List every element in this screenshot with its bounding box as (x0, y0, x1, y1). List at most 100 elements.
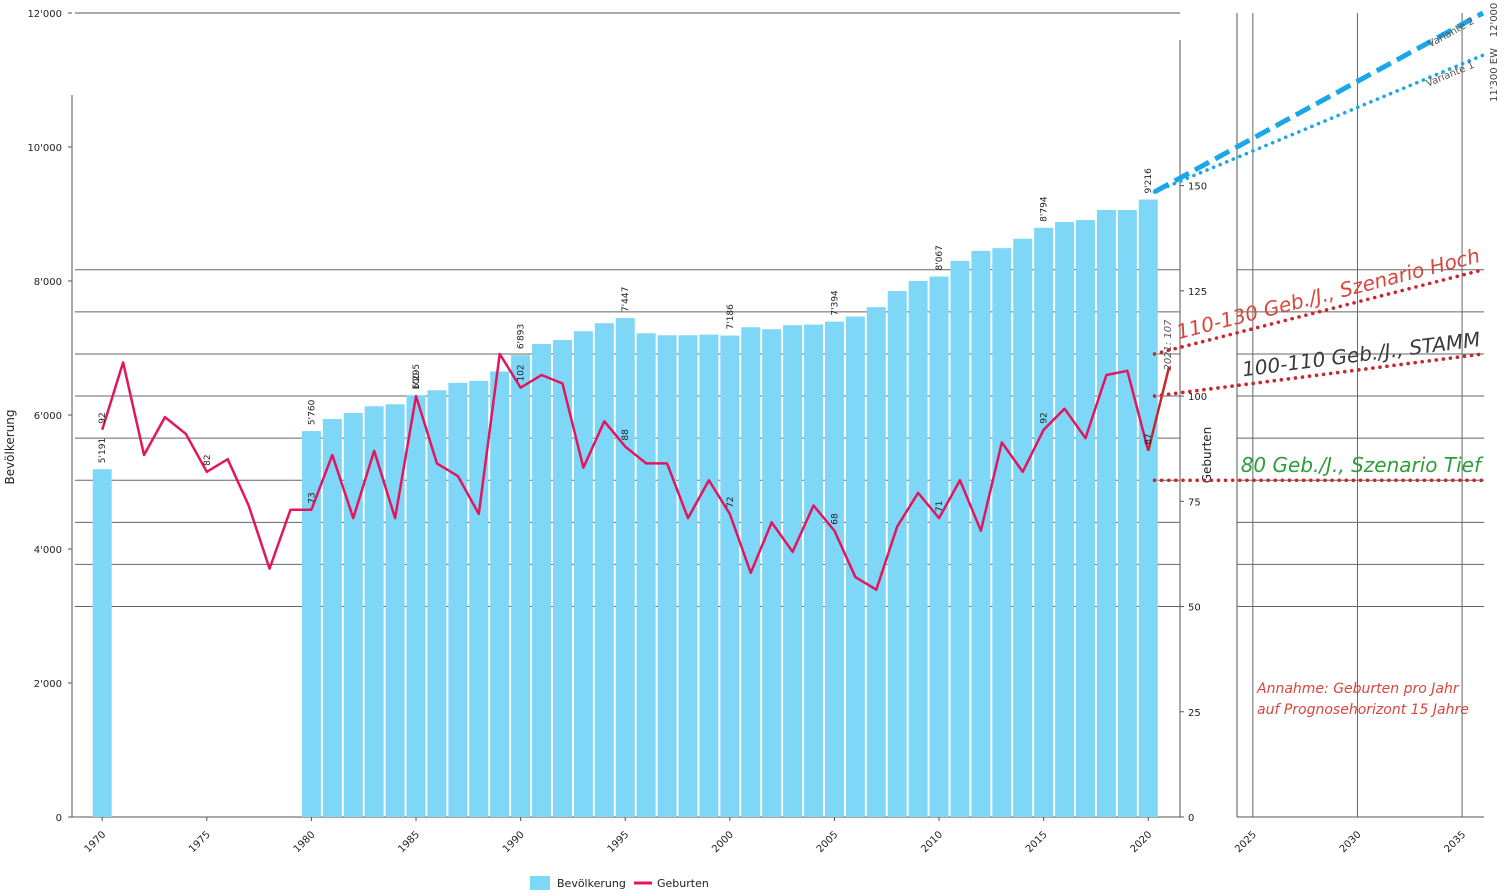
projection-label: 110-130 Geb./J., Szenario Hoch (1174, 243, 1482, 344)
line-value-label: 68 (830, 513, 840, 525)
line-value-label: 102 (517, 364, 527, 381)
annotation: 11'300 EW (1489, 48, 1500, 102)
projection-line (1152, 267, 1485, 356)
bar-value-label: 6'295 (412, 364, 422, 389)
legend-label: Bevölkerung (557, 877, 626, 890)
x-tick-label: 1975 (187, 829, 213, 855)
y2-tick-label: 150 (1188, 182, 1207, 193)
y2-tick-label: 0 (1188, 813, 1194, 824)
line-value-label: 92 (98, 412, 108, 423)
bar-value-label: 5'760 (307, 399, 317, 425)
y-tick-label: 4'000 (34, 545, 62, 556)
bar (1096, 209, 1116, 818)
projection-label: 80 Geb./J., Szenario Tief (1241, 453, 1484, 477)
x-tick-label: 2015 (1024, 829, 1050, 855)
bar (364, 406, 384, 817)
bar (511, 355, 531, 817)
y-tick-label: 12'000 (27, 9, 62, 20)
bar-value-label: 9'216 (1144, 168, 1154, 194)
bar (343, 412, 363, 817)
annotation: 2021: 107 (1163, 319, 1174, 371)
bar (92, 469, 112, 817)
bar (615, 318, 635, 817)
bar (385, 404, 405, 817)
line-value-label: 92 (1040, 412, 1050, 423)
x-tick-label: 2025 (1233, 829, 1259, 855)
bar (322, 419, 342, 817)
bar (783, 325, 803, 817)
bar (301, 431, 321, 817)
bar (699, 334, 719, 817)
bar (929, 276, 949, 817)
bar-value-label: 5'191 (98, 438, 108, 463)
line-value-label: 73 (307, 492, 317, 503)
line (101, 352, 1150, 591)
y2-tick-label: 125 (1188, 287, 1207, 298)
y-tick-label: 8'000 (34, 277, 62, 288)
projection-label: 100-110 Geb./J., STAMM (1241, 327, 1482, 381)
bar-value-label: 8'794 (1040, 196, 1050, 222)
x-tick-label: 2010 (919, 829, 945, 855)
bar (448, 382, 468, 817)
bar (490, 371, 510, 817)
y2-tick-label: 50 (1188, 603, 1201, 614)
projection-line (1153, 10, 1485, 195)
legend: Bevölkerung Geburten (530, 876, 709, 890)
y2-tick-label: 100 (1188, 392, 1207, 403)
bar (992, 248, 1012, 818)
x-tick-label: 2020 (1129, 829, 1155, 855)
bar (824, 321, 844, 817)
bar (762, 329, 782, 817)
x-tick-label: 2000 (710, 829, 736, 855)
bar (406, 395, 426, 817)
line-value-label: 88 (621, 429, 631, 441)
y2-tick-label: 25 (1188, 708, 1201, 719)
bar (469, 380, 489, 817)
bar (1055, 222, 1075, 818)
line-value-label: 87 (1144, 433, 1154, 444)
projection-line (1152, 53, 1485, 194)
legend-swatch (530, 876, 550, 890)
bar (573, 331, 593, 817)
line-value-label: 82 (203, 454, 213, 465)
x-tick-label: 1970 (83, 829, 109, 855)
line-value-label: 100 (412, 373, 422, 390)
bar (887, 291, 907, 817)
bar (427, 390, 447, 817)
bar (532, 343, 552, 817)
bar (950, 260, 970, 817)
y-tick-label: 2'000 (34, 679, 62, 690)
bar (845, 316, 865, 817)
bar (866, 307, 886, 817)
annotation: 12'000 (1489, 3, 1500, 38)
bar (678, 335, 698, 817)
bar-value-label: 6'893 (517, 324, 527, 349)
y-tick-label: 0 (56, 813, 62, 824)
projection-label: Variante 2 (1426, 16, 1476, 50)
x-tick-label: 2005 (815, 829, 841, 855)
x-tick-label: 2035 (1442, 829, 1468, 855)
legend-label: Geburten (657, 877, 709, 890)
x-tick-label: 1985 (396, 829, 422, 855)
y2-tick-label: 75 (1188, 497, 1201, 508)
bar-value-label: 7'394 (830, 290, 840, 316)
bar (657, 335, 677, 817)
bar (594, 323, 614, 817)
bar (552, 339, 572, 817)
bar (1117, 209, 1137, 818)
y2-axis-title: Geburten (1200, 427, 1214, 484)
bar (804, 324, 824, 817)
x-tick-label: 1980 (292, 829, 318, 855)
y-tick-label: 10'000 (27, 143, 62, 154)
bar (1075, 220, 1095, 817)
bar-value-label: 7'186 (726, 304, 736, 330)
line (1147, 366, 1171, 452)
bar (1013, 238, 1033, 818)
bar (908, 281, 928, 817)
bar-value-label: 7'447 (621, 287, 631, 312)
line-value-label: 72 (726, 496, 736, 507)
x-tick-label: 1990 (501, 829, 527, 855)
bar (1138, 199, 1158, 817)
bar (1034, 227, 1054, 817)
